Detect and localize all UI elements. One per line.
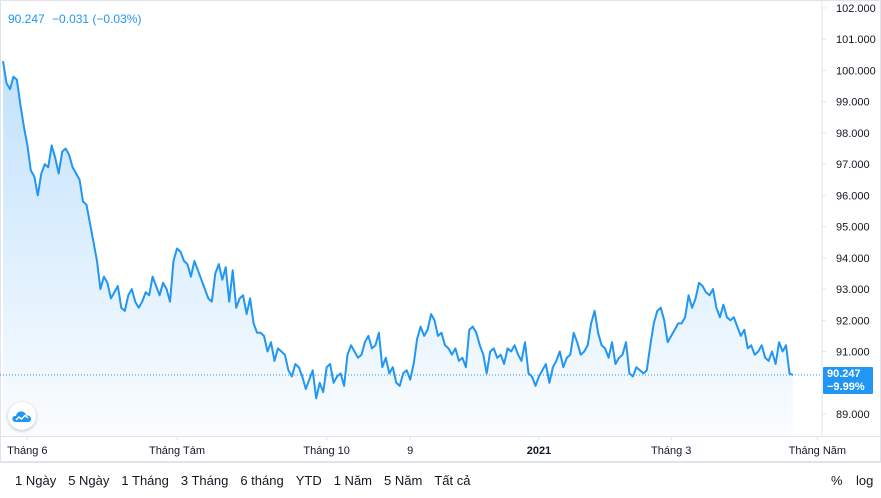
- y-tick-label: 102.000: [836, 3, 876, 15]
- y-tick-label: 89.000: [836, 409, 870, 421]
- range-button[interactable]: Tất cả: [434, 473, 471, 488]
- range-button[interactable]: 5 Ngày: [68, 473, 110, 488]
- range-button[interactable]: 1 Năm: [333, 473, 373, 488]
- y-tick-label: 93.000: [836, 284, 870, 296]
- y-tick-label: 99.000: [836, 97, 870, 109]
- log-toggle[interactable]: log: [856, 473, 874, 488]
- range-toolbar: 1 Ngày 5 Ngày 1 Tháng 3 Tháng 6 tháng YTD 1 Nă…: [0, 462, 881, 498]
- range-button[interactable]: 1 Ngày: [15, 473, 57, 488]
- tradingview-cloud-icon: [12, 411, 31, 422]
- range-button[interactable]: 6 tháng: [240, 473, 284, 488]
- x-tick-label: 9: [407, 445, 413, 457]
- y-tick-label: 98.000: [836, 128, 870, 140]
- x-tick-label: 2021: [527, 445, 551, 457]
- legend-value: 90.247: [8, 12, 45, 26]
- price-chart[interactable]: 102.000 101.000 100.000 99.000 98.000 97.000 9…: [0, 0, 881, 462]
- series-area-fill: [3, 61, 793, 436]
- y-tick-label: 92.000: [836, 315, 870, 327]
- range-button[interactable]: YTD: [295, 473, 322, 488]
- x-tick-label: Tháng 3: [651, 445, 691, 457]
- legend-change: −0.031 (−0.03%): [52, 12, 142, 26]
- x-tick-label: Tháng Tám: [149, 445, 205, 457]
- y-tick-label: 100.000: [836, 65, 876, 77]
- last-price-value: 90.247: [827, 368, 861, 381]
- last-price-percent: −9.99%: [827, 381, 865, 394]
- chart-area[interactable]: 102.000 101.000 100.000 99.000 98.000 97.000 9…: [0, 0, 881, 462]
- series-line: [2, 60, 794, 400]
- y-tick-label: 97.000: [836, 159, 870, 171]
- range-button-group: 1 Ngày 5 Ngày 1 Tháng 3 Tháng 6 tháng YTD 1 Nă…: [9, 471, 476, 490]
- range-button[interactable]: 5 Năm: [384, 473, 423, 488]
- percent-toggle[interactable]: %: [831, 473, 843, 488]
- y-tick-label: 94.000: [836, 253, 870, 265]
- x-tick-label: Tháng Năm: [789, 445, 846, 457]
- x-tick-label: Tháng 6: [7, 445, 47, 457]
- legend: 90.247 −0.031 (−0.03%): [8, 12, 145, 26]
- x-tick-label: Tháng 10: [303, 445, 349, 457]
- range-button[interactable]: 1 Tháng: [121, 473, 169, 488]
- last-price-tag: 90.247 −9.99%: [823, 367, 873, 395]
- range-button[interactable]: 3 Tháng: [180, 473, 229, 488]
- y-tick-label: 91.000: [836, 347, 870, 359]
- y-tick-label: 95.000: [836, 222, 870, 234]
- y-tick-label: 101.000: [836, 34, 876, 46]
- tradingview-logo[interactable]: [8, 402, 36, 430]
- y-tick-label: 96.000: [836, 190, 870, 202]
